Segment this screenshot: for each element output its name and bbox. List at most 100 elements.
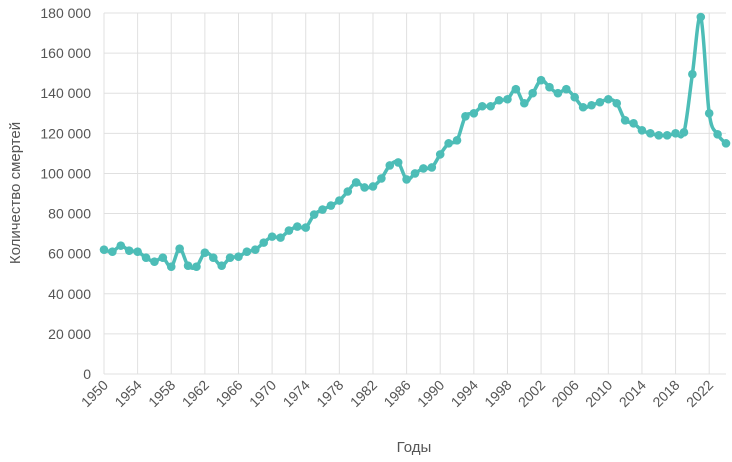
data-point [503, 94, 512, 104]
data-point [402, 175, 411, 184]
data-point [469, 108, 479, 118]
y-tick-label: 140 000 [40, 85, 91, 101]
y-tick-label: 60 000 [48, 246, 91, 262]
y-tick-label: 160 000 [40, 45, 91, 61]
data-point [208, 253, 218, 262]
data-point [393, 158, 403, 167]
y-tick-label: 20 000 [48, 326, 91, 342]
data-point [545, 82, 554, 92]
data-point [410, 169, 420, 178]
data-point [293, 222, 302, 231]
data-point [318, 205, 327, 214]
data-point [435, 150, 445, 159]
y-tick-label: 80 000 [48, 206, 91, 222]
data-point [494, 95, 504, 105]
data-point [713, 130, 722, 139]
data-point [612, 98, 622, 108]
data-point [99, 245, 109, 254]
data-point [108, 247, 117, 256]
data-point [595, 97, 605, 107]
data-point [158, 253, 168, 262]
data-point [225, 253, 235, 262]
data-point [688, 69, 697, 79]
data-point [721, 139, 731, 148]
data-point [578, 102, 588, 112]
data-point [528, 88, 537, 98]
data-point [250, 245, 260, 254]
data-point [368, 182, 378, 191]
data-point [637, 126, 647, 135]
y-axis-title: Количество смертей [7, 122, 24, 264]
data-point [679, 128, 689, 137]
data-point [141, 253, 151, 262]
series-layer [99, 12, 731, 272]
data-point [192, 262, 201, 272]
data-point [343, 187, 353, 196]
data-point [604, 94, 613, 104]
data-point [116, 241, 126, 250]
data-point [553, 88, 563, 98]
data-point [477, 101, 487, 111]
x-tick-label: 1978 [313, 377, 346, 410]
data-point [587, 100, 596, 110]
data-point [301, 223, 311, 232]
data-point [326, 201, 336, 210]
data-point [377, 174, 386, 183]
data-point [200, 248, 210, 257]
y-tick-label: 120 000 [40, 125, 91, 141]
data-point [276, 233, 285, 242]
x-tick-label: 2010 [582, 377, 615, 410]
x-tick-label: 2006 [548, 377, 581, 410]
y-axis-ticks: 0 20 000 40 000 60 000 80 000 100 000 120 000 1… [40, 5, 91, 382]
data-point [150, 257, 159, 266]
data-point [519, 98, 529, 108]
x-axis-ticks: 1950 1954 1958 1962 1966 1970 1974 1978 1982 1986… [78, 377, 717, 410]
x-tick-label: 1970 [246, 377, 279, 410]
data-point [486, 101, 495, 111]
series-line [102, 14, 728, 270]
y-tick-label: 100 000 [40, 165, 91, 181]
data-point [427, 163, 437, 172]
x-tick-label: 1958 [145, 377, 178, 410]
data-point [234, 252, 243, 261]
data-point [351, 178, 361, 187]
data-point [335, 196, 344, 205]
data-point [646, 129, 655, 138]
x-tick-label: 1962 [179, 377, 212, 410]
data-point [704, 108, 714, 118]
x-tick-label: 2002 [515, 377, 548, 410]
x-tick-label: 1998 [481, 377, 514, 410]
data-point [511, 84, 521, 94]
x-tick-label: 2022 [683, 377, 716, 410]
y-tick-label: 40 000 [48, 286, 91, 302]
data-point [620, 115, 630, 125]
gridlines [103, 12, 726, 375]
data-point [183, 261, 193, 271]
x-tick-label: 1994 [448, 377, 481, 410]
data-point [166, 262, 176, 272]
x-tick-label: 1954 [111, 377, 144, 410]
x-axis-title: Годы [397, 439, 432, 456]
data-point [267, 232, 277, 241]
x-tick-label: 1966 [212, 377, 245, 410]
data-point [217, 261, 226, 271]
data-point [175, 244, 184, 253]
x-tick-label: 1982 [347, 377, 380, 410]
data-point [259, 238, 269, 247]
y-tick-label: 0 [83, 366, 91, 382]
x-tick-label: 1986 [380, 377, 413, 410]
data-point [452, 136, 462, 145]
x-tick-label: 2018 [649, 377, 682, 410]
data-point [419, 164, 428, 173]
data-point [654, 131, 664, 140]
data-point [284, 226, 294, 235]
data-point [444, 139, 453, 148]
data-point [309, 210, 319, 219]
data-point [561, 84, 571, 94]
x-tick-label: 2014 [616, 377, 649, 410]
data-point [133, 247, 142, 256]
data-point [461, 111, 470, 121]
data-point [671, 129, 680, 138]
data-point [536, 75, 546, 85]
